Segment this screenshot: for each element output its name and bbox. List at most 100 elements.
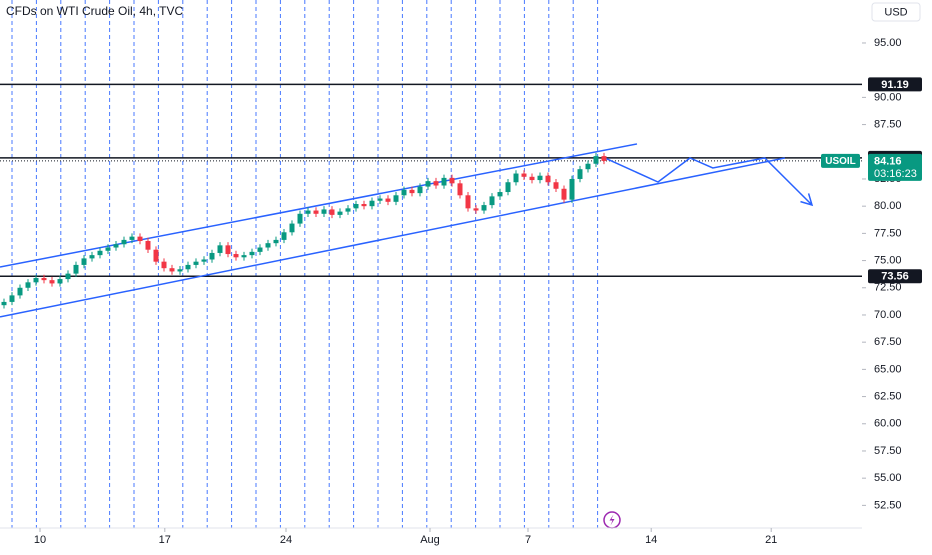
y-tick-label: 75.00 xyxy=(874,254,902,266)
candle-body xyxy=(137,236,143,241)
candle-body xyxy=(65,273,71,280)
y-tick-label: 72.50 xyxy=(874,282,902,294)
candle-body xyxy=(313,210,319,214)
candle-body xyxy=(561,188,567,200)
candle-body xyxy=(217,245,223,253)
last-price-label: 84.16 xyxy=(874,155,902,167)
candle-body xyxy=(49,280,55,284)
level-label-box xyxy=(868,77,922,92)
candle-body xyxy=(25,282,31,288)
chart-title: CFDs on WTI Crude Oil, 4h, TVC xyxy=(6,4,183,18)
x-tick-label: 7 xyxy=(525,534,531,546)
candle-body xyxy=(553,182,559,189)
candle-body xyxy=(385,198,391,202)
candle-body xyxy=(537,175,543,181)
candle-body xyxy=(481,205,487,211)
x-tick-label: Aug xyxy=(420,534,440,546)
candle-body xyxy=(121,239,127,245)
y-tick-label: 90.00 xyxy=(874,91,902,103)
candle-body xyxy=(489,196,495,206)
candle-body xyxy=(449,177,455,184)
x-tick-label: 10 xyxy=(34,534,46,546)
candle-body xyxy=(81,258,87,265)
candle-body xyxy=(409,189,415,194)
candle-body xyxy=(297,213,303,224)
candle-body xyxy=(329,209,335,215)
y-tick-label: 57.50 xyxy=(874,445,902,457)
candle-body xyxy=(97,250,103,256)
y-tick-label: 87.50 xyxy=(874,118,902,130)
candle-body xyxy=(337,211,343,215)
y-tick-label: 62.50 xyxy=(874,390,902,402)
candle-body xyxy=(177,269,183,272)
candle-body xyxy=(1,301,7,306)
candle-body xyxy=(57,279,63,284)
candle-body xyxy=(41,277,47,281)
y-tick-label: 65.00 xyxy=(874,363,902,375)
y-tick-label: 95.00 xyxy=(874,37,902,49)
candle-body xyxy=(473,208,479,211)
projection-path xyxy=(604,157,813,206)
event-icon-bolt xyxy=(609,514,615,526)
symbol-label: USOIL xyxy=(825,156,856,167)
x-tick-label: 17 xyxy=(159,534,171,546)
x-tick-label: 21 xyxy=(765,534,777,546)
candle-body xyxy=(33,277,39,283)
level-label: 73.56 xyxy=(881,271,909,283)
candle-body xyxy=(169,268,175,272)
candle-body xyxy=(145,240,151,250)
candle-body xyxy=(513,173,519,183)
candle-body xyxy=(577,169,583,179)
candle-body xyxy=(593,156,599,164)
candle-body xyxy=(545,175,551,183)
candle-body xyxy=(129,236,135,240)
projection-arrowhead xyxy=(800,193,814,207)
currency[interactable]: USD xyxy=(884,6,907,18)
candle-body xyxy=(241,255,247,258)
candle-body xyxy=(9,295,15,302)
candle-body xyxy=(505,182,511,193)
date-markers xyxy=(11,0,599,528)
candle-body xyxy=(73,264,79,274)
candle-body xyxy=(601,156,607,161)
currency-box[interactable] xyxy=(871,2,921,22)
x-tick-label: 14 xyxy=(645,534,657,546)
candle-body xyxy=(289,223,295,233)
y-tick-label: 55.00 xyxy=(874,472,902,484)
candle-body xyxy=(273,239,279,244)
candle-body xyxy=(193,261,199,265)
candle-body xyxy=(465,195,471,209)
level-label-box xyxy=(868,269,922,284)
y-tick-label: 80.00 xyxy=(874,200,902,212)
candle-body xyxy=(441,177,447,186)
candle-body xyxy=(161,261,167,269)
candle-body xyxy=(497,192,503,197)
candle-body xyxy=(265,243,271,248)
channel-line xyxy=(0,143,638,268)
y-tick-label: 60.00 xyxy=(874,418,902,430)
channel-line xyxy=(0,157,785,318)
candle-body xyxy=(425,181,431,187)
candle-body xyxy=(225,245,231,255)
candle-body xyxy=(249,251,255,256)
candle-body xyxy=(433,181,439,186)
candle-body xyxy=(257,247,263,252)
candle-body xyxy=(233,254,239,258)
candle-body xyxy=(585,163,591,170)
candle-body xyxy=(321,209,327,214)
candle-body xyxy=(457,183,463,196)
candle-body xyxy=(209,252,215,260)
candle-body xyxy=(17,287,23,296)
candle-body xyxy=(529,176,535,181)
y-tick-label: 70.00 xyxy=(874,309,902,321)
symbol-tag xyxy=(821,153,860,168)
candle-body xyxy=(105,247,111,251)
candle-body xyxy=(417,186,423,194)
candle-body xyxy=(345,208,351,212)
candle-body xyxy=(377,198,383,201)
candle-body xyxy=(305,210,311,214)
candle-body xyxy=(361,203,367,207)
candle-body xyxy=(185,264,191,270)
